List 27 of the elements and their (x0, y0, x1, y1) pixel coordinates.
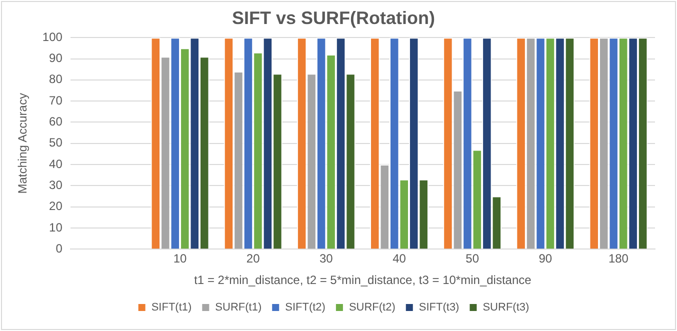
y-tick-label: 10 (49, 220, 63, 234)
y-tick-label: 100 (42, 30, 63, 44)
legend-label: SIFT(t2) (285, 302, 326, 314)
y-tick-label: 90 (49, 51, 63, 66)
x-tick-label: 180 (608, 252, 629, 266)
legend-label: SIFT(t1) (151, 302, 192, 314)
y-axis-title: Matching Accuracy (16, 93, 30, 194)
x-tick-label: 40 (392, 252, 406, 266)
y-tick-label: 50 (49, 136, 63, 150)
x-tick-label: 90 (538, 252, 552, 266)
x-tick-label: 20 (246, 252, 260, 266)
y-tick-label: 80 (49, 72, 63, 86)
legend-label: SURF(t1) (215, 302, 262, 314)
y-tick-label: 0 (56, 242, 63, 256)
y-tick-label: 40 (49, 156, 63, 171)
x-tick-label: 10 (173, 252, 188, 266)
x-tick-label: 30 (319, 252, 334, 266)
y-tick-label: 30 (49, 178, 63, 192)
y-tick-label: 70 (49, 93, 63, 108)
chart-title: SIFT vs SURF(Rotation) (232, 8, 435, 28)
legend-label: SURF(t2) (348, 302, 396, 314)
legend-label: SIFT(t3) (418, 302, 460, 314)
y-tick-label: 60 (49, 114, 63, 129)
x-tick-label: 50 (466, 252, 480, 266)
y-tick-label: 20 (49, 199, 63, 214)
x-axis-title: t1 = 2*min_distance, t2 = 5*min_distance, t3 = 10*min_distance (194, 273, 532, 288)
legend-label: SURF(t3) (482, 302, 530, 314)
